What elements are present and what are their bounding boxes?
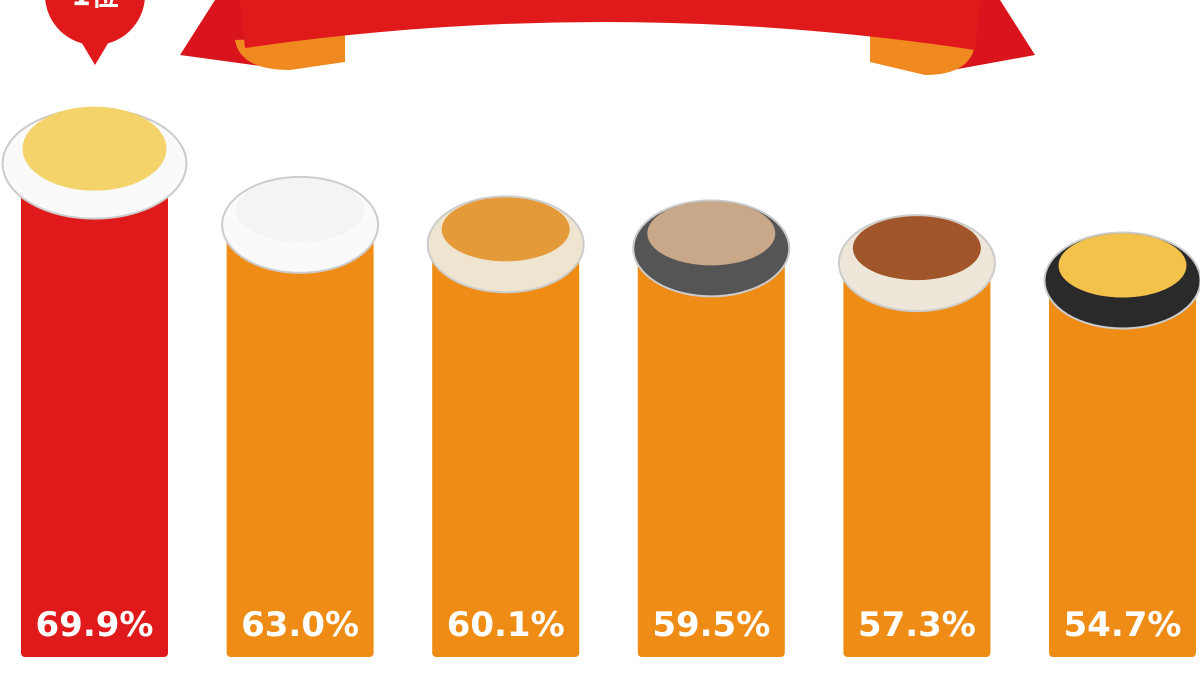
bar bbox=[226, 234, 374, 657]
food bbox=[22, 106, 167, 191]
bar bbox=[1049, 290, 1196, 657]
value-label: 54.7% bbox=[1064, 605, 1182, 645]
food bbox=[647, 201, 776, 266]
food bbox=[852, 216, 981, 281]
food bbox=[236, 177, 365, 242]
bar bbox=[21, 188, 168, 658]
bar bbox=[637, 258, 785, 657]
rank-label: 1位 bbox=[71, 0, 118, 12]
value-label: 63.0% bbox=[241, 605, 359, 645]
value-label: 57.3% bbox=[858, 605, 976, 645]
ribbon bbox=[180, 0, 1035, 75]
value-label: 60.1% bbox=[447, 605, 565, 645]
value-label: 69.9% bbox=[36, 605, 154, 645]
food bbox=[1058, 233, 1187, 298]
bar bbox=[843, 273, 991, 657]
bar bbox=[432, 254, 580, 657]
value-label: 59.5% bbox=[652, 605, 770, 645]
food bbox=[441, 197, 570, 262]
rank-badge: 1位 bbox=[45, 0, 145, 65]
